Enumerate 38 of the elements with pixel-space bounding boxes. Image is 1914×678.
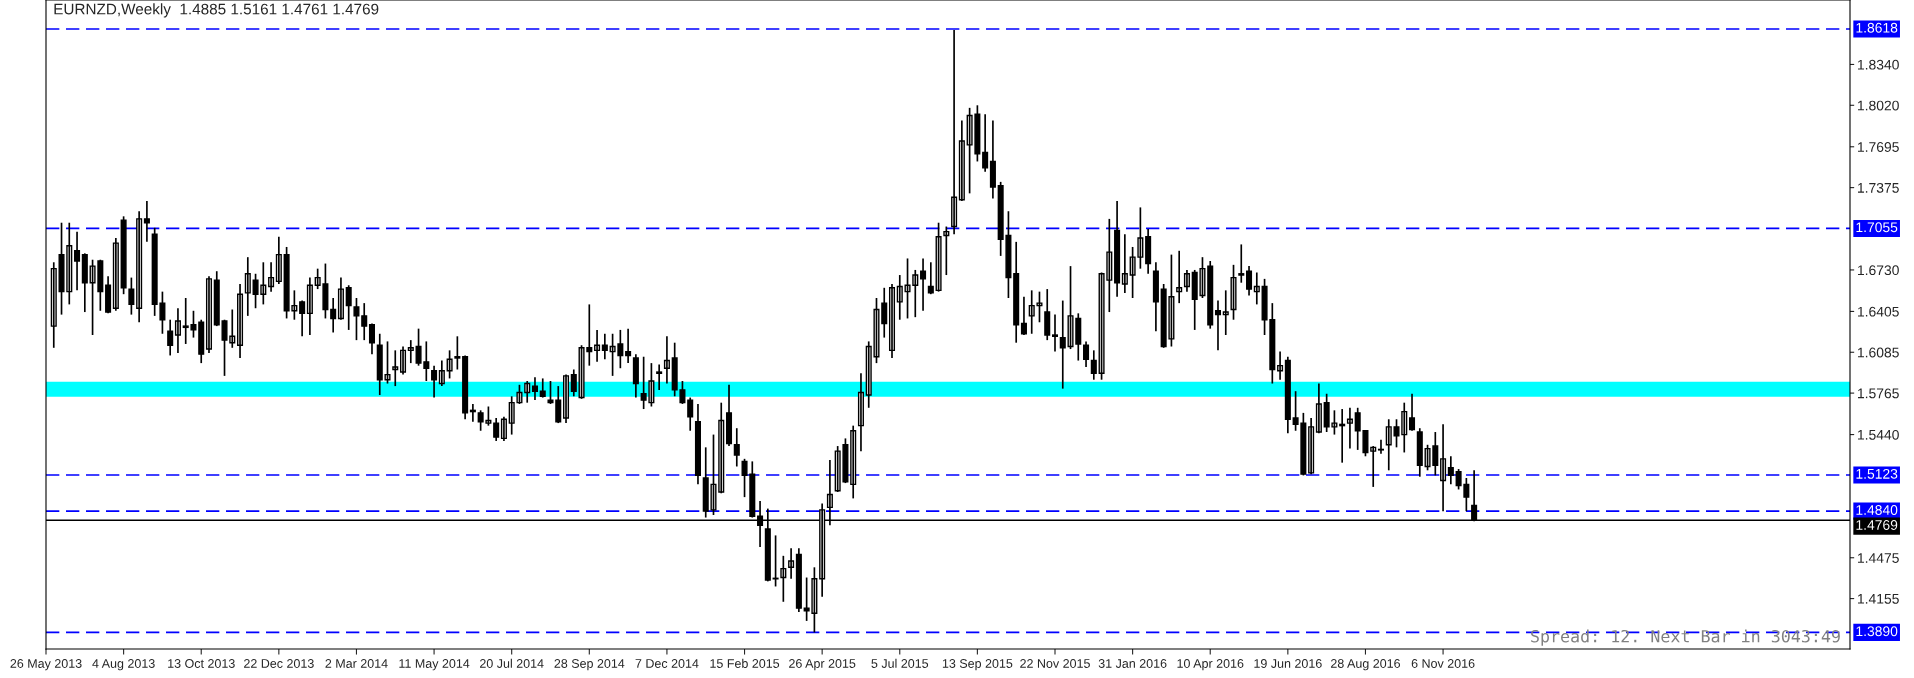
- x-tick-label: 5 Jul 2015: [871, 658, 929, 668]
- y-tick-label: 1.4155: [1858, 594, 1899, 604]
- x-tick-label: 10 Apr 2016: [1177, 659, 1244, 671]
- x-tick-label: 6 Nov 2016: [1411, 659, 1475, 668]
- x-tick-label: 22 Nov 2015: [1020, 659, 1090, 668]
- y-tick-label: 1.7375: [1858, 182, 1899, 193]
- y-tick-label: 1.5440: [1858, 429, 1899, 440]
- x-tick-label: 28 Aug 2016: [1330, 659, 1401, 671]
- x-tick-label: 13 Sep 2015: [942, 659, 1013, 671]
- y-tick-label: 1.7695: [1858, 142, 1899, 152]
- x-tick-label: 22 Dec 2013: [244, 659, 314, 668]
- x-tick-label: 7 Dec 2014: [635, 659, 699, 668]
- ref-line-label: 1.4840: [1856, 505, 1898, 515]
- y-tick-label: 1.6085: [1858, 347, 1899, 358]
- x-tick-label: 20 Jul 2014: [480, 658, 544, 668]
- x-tick-label: 11 May 2014: [399, 659, 470, 671]
- x-tick-label: 19 Jun 2016: [1254, 659, 1322, 668]
- chart-title: EURNZD,Weekly 1.4885 1.5161 1.4761 1.4769: [54, 3, 379, 18]
- ref-line-label: 1.4769: [1856, 520, 1898, 530]
- x-tick-label: 2 Mar 2014: [325, 659, 388, 668]
- x-tick-label: 15 Feb 2015: [710, 658, 780, 668]
- x-tick-label: 4 Aug 2013: [92, 659, 155, 671]
- x-tick-label: 31 Jan 2016: [1098, 659, 1167, 668]
- x-tick-label: 28 Sep 2014: [554, 659, 625, 671]
- ref-line-label: 1.5123: [1856, 468, 1898, 479]
- x-tick-label: 26 Apr 2015: [789, 659, 856, 671]
- x-tick-label: 13 Oct 2013: [168, 659, 235, 668]
- x-tick-label: 26 May 2013: [10, 659, 82, 671]
- annotation: Spread: 12. Next Bar in 3043:49: [1531, 629, 1840, 646]
- ref-line-label: 1.8618: [1856, 22, 1898, 33]
- y-tick-label: 1.8020: [1858, 100, 1899, 111]
- y-tick-label: 1.4475: [1858, 553, 1899, 563]
- ref-line-label: 1.3890: [1856, 626, 1898, 637]
- y-tick-label: 1.5765: [1858, 388, 1899, 399]
- y-tick-label: 1.8340: [1858, 59, 1899, 70]
- ref-line-label: 1.7055: [1856, 222, 1898, 233]
- y-tick-label: 1.6730: [1858, 265, 1899, 276]
- y-tick-label: 1.6405: [1858, 306, 1899, 317]
